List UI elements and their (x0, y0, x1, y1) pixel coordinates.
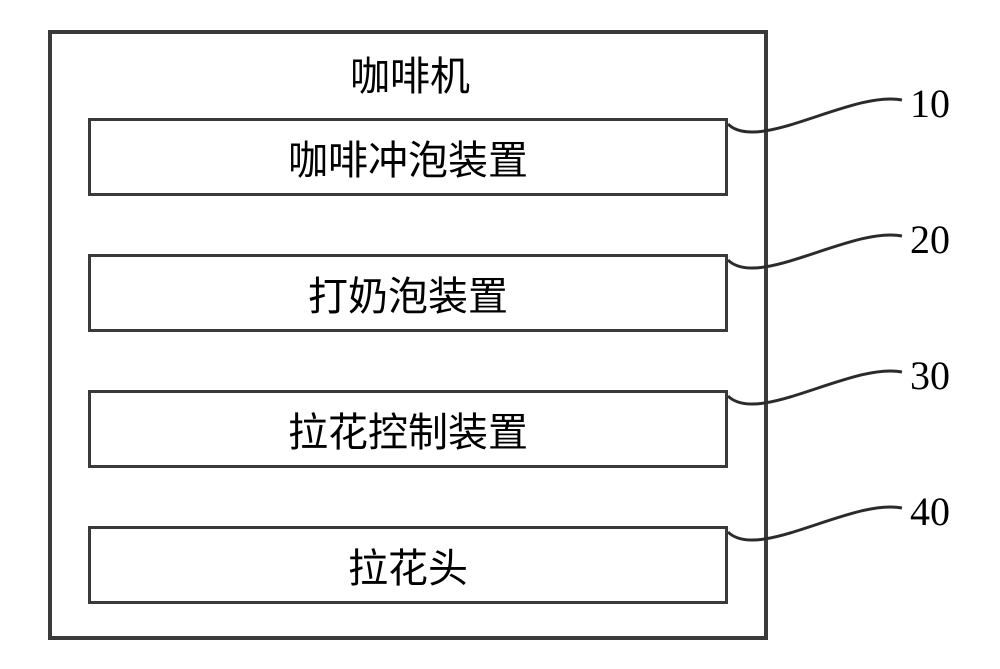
reference-number: 10 (910, 80, 950, 127)
component-box: 拉花头 (88, 526, 728, 604)
reference-number: 30 (910, 352, 950, 399)
component-box: 拉花控制装置 (88, 390, 728, 468)
diagram-canvas: 咖啡机 咖啡冲泡装置打奶泡装置拉花控制装置拉花头 10 20 30 40 (0, 0, 1000, 669)
component-box: 打奶泡装置 (88, 254, 728, 332)
component-label: 拉花控制装置 (288, 400, 528, 458)
diagram-title: 咖啡机 (300, 44, 520, 94)
reference-number: 40 (910, 488, 950, 535)
reference-number: 20 (910, 216, 950, 263)
component-label: 拉花头 (348, 536, 468, 594)
component-box: 咖啡冲泡装置 (88, 118, 728, 196)
component-label: 咖啡冲泡装置 (288, 128, 528, 186)
component-label: 打奶泡装置 (308, 264, 508, 322)
